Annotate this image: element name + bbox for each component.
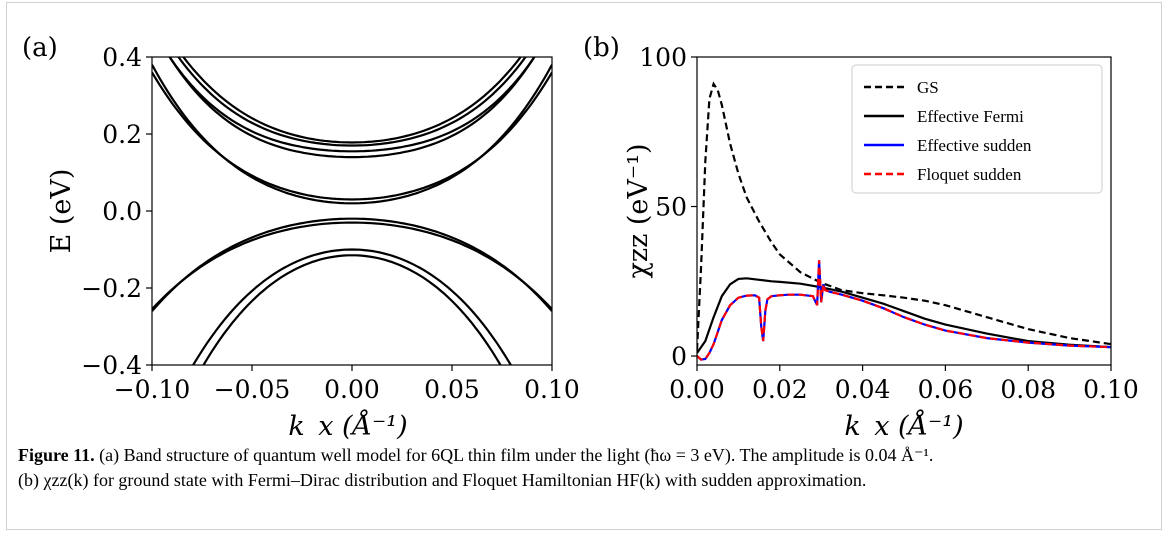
band-line (168, 57, 536, 159)
x-tick-label: 0.00 (669, 375, 725, 404)
band-line (202, 254, 502, 365)
figure-frame (6, 2, 1162, 530)
panel-a-label: (a) (22, 33, 58, 63)
legend: GS Effective Fermi Effective sudden Floquet… (851, 64, 1103, 194)
panel-a-ylabel: E (eV) (46, 169, 77, 254)
legend-box (851, 64, 1103, 194)
series-line (697, 260, 1111, 361)
x-tick-label: 0.04 (835, 375, 891, 404)
band-line (168, 57, 536, 153)
series-line (697, 277, 1111, 354)
panel-b-xlabel: k_x (Å⁻¹) (844, 409, 963, 440)
legend-label: Floquet sudden (917, 165, 1022, 184)
y-tick-label: 50 (655, 193, 687, 222)
x-tick-label: 0.06 (918, 375, 974, 404)
figure-caption: Figure 11. (a) Band structure of quantum… (18, 443, 1158, 493)
band-line (177, 57, 527, 147)
series-lines (697, 81, 1111, 361)
legend-label: Effective Fermi (917, 107, 1024, 126)
y-tick-label: 100 (639, 43, 687, 72)
x-tick-label: 0.05 (424, 375, 480, 404)
band-line (152, 71, 552, 201)
x-tick-label: 0.10 (524, 375, 580, 404)
y-tick-label: 0.0 (102, 197, 142, 226)
caption-label: Figure 11. (18, 445, 95, 465)
panel-a-band-structure: (a) −0.10 −0.05 0.00 0.05 0.100.40.20.0−0.2−… (22, 33, 580, 440)
x-tick-label: 0.10 (1083, 375, 1139, 404)
panel-b-label: (b) (583, 33, 620, 63)
y-tick-label: 0 (671, 342, 687, 371)
panel-a-xlabel: k_x (Å⁻¹) (288, 409, 407, 440)
panel-b-axes-frame (696, 56, 1112, 366)
legend-label: Effective sudden (917, 136, 1032, 155)
caption-text-1: (a) Band structure of quantum well model… (99, 445, 934, 465)
band-line (152, 221, 552, 310)
band-line (152, 64, 552, 205)
x-tick-label: −0.10 (114, 375, 191, 404)
x-tick-label: 0.00 (324, 375, 380, 404)
panel-b-ticks: 0.00 0.02 0.04 0.06 0.08 0.10 100 50 0 (639, 43, 1139, 404)
band-lines (152, 57, 552, 365)
x-tick-label: 0.02 (752, 375, 808, 404)
y-tick-label: −0.4 (81, 351, 142, 380)
band-line (182, 57, 522, 144)
panel-b-susceptibility: (b) 0.00 0.02 0.04 0.06 0.08 0.10 100 50 0 k_x (… (583, 33, 1139, 440)
band-line (152, 217, 552, 312)
caption-line-1: Figure 11. (a) Band structure of quantum… (18, 443, 1158, 468)
y-tick-label: −0.2 (81, 274, 142, 303)
caption-line-2: (b) χzz(k) for ground state with Fermi–D… (18, 470, 867, 490)
figure-plots: (a) −0.10 −0.05 0.00 0.05 0.100.40.20.0−0.2−… (22, 33, 1139, 440)
x-tick-label: 0.08 (1000, 375, 1056, 404)
y-tick-label: 0.2 (102, 120, 142, 149)
y-tick-label: 0.4 (102, 43, 142, 72)
band-line (191, 248, 513, 365)
x-tick-label: −0.05 (214, 375, 291, 404)
panel-a-ticks: −0.10 −0.05 0.00 0.05 0.10 0.4 0.2 0.0 −0.2 −0.4 (81, 43, 580, 404)
series-line (697, 81, 1111, 351)
panel-b-ylabel: χzz (eV⁻¹) (623, 143, 654, 278)
legend-label: GS (917, 78, 939, 97)
panel-a-axes-frame (151, 56, 553, 366)
